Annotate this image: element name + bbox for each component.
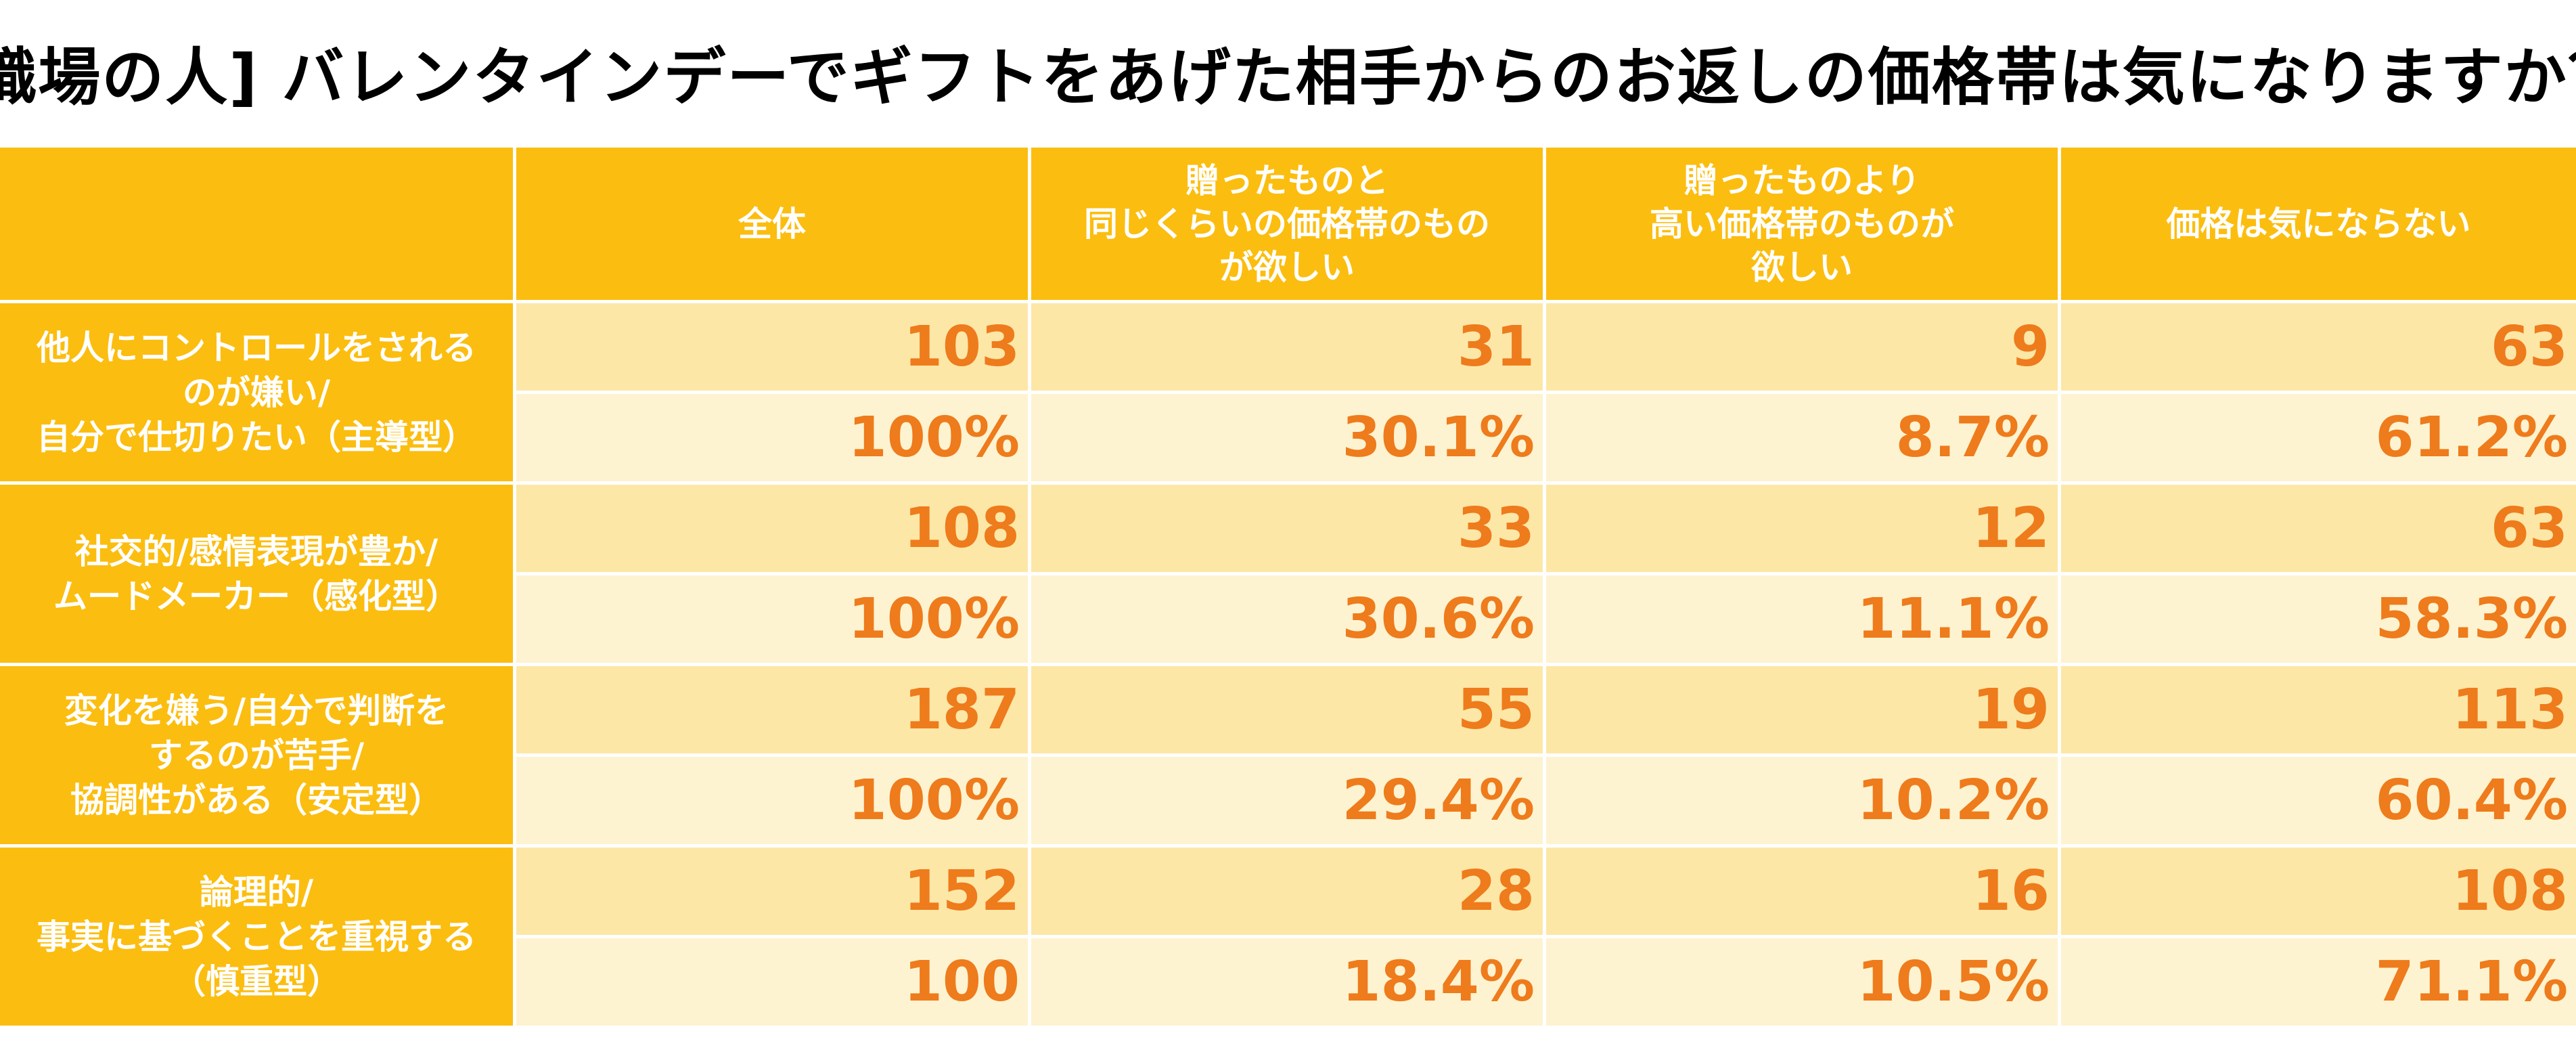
row-category-label: 論理的/ 事実に基づくことを重視する （慎重型）	[0, 848, 516, 1029]
count-cell: 28	[1031, 848, 1546, 938]
percent-cell: 8.7%	[1546, 394, 2061, 485]
table-row-percent: 100% 30.6% 11.1% 58.3%	[0, 575, 2576, 666]
table-row-count: 社交的/感情表現が豊か/ ムードメーカー（感化型） 108 33 12 63	[0, 485, 2576, 666]
percent-cell: 100%	[516, 575, 1031, 666]
percent-cell: 100	[516, 938, 1031, 1029]
percent-cell: 30.6%	[1031, 575, 1546, 666]
data-table: 全体 贈ったものと 同じくらいの価格帯のもの が欲しい 贈ったものより 高い価格…	[0, 148, 2576, 1029]
percent-cell: 18.4%	[1031, 938, 1546, 1029]
corner-cell	[0, 148, 516, 303]
count-cell: 31	[1031, 303, 1546, 394]
row-category-label: 変化を嫌う/自分で判断を するのが苦手/ 協調性がある（安定型）	[0, 666, 516, 848]
percent-cell: 100%	[516, 394, 1031, 485]
count-cell: 55	[1031, 666, 1546, 757]
column-header-label: 全体	[738, 204, 806, 244]
chart-title: [職場の人] バレンタインデーでギフトをあげた相手からのお返しの価格帯は気になり…	[0, 41, 2576, 114]
row-category-label: 社交的/感情表現が豊か/ ムードメーカー（感化型）	[0, 485, 516, 666]
table-row-count: 論理的/ 事実に基づくことを重視する （慎重型） 152 28 16 108	[0, 848, 2576, 1029]
count-cell: 9	[1546, 303, 2061, 394]
percent-cell: 61.2%	[2061, 394, 2576, 485]
count-cell: 63	[2061, 485, 2576, 575]
table-row-count: 変化を嫌う/自分で判断を するのが苦手/ 協調性がある（安定型） 187 55 …	[0, 666, 2576, 848]
count-cell: 33	[1031, 485, 1546, 575]
table-row-percent: 100% 30.1% 8.7% 61.2%	[0, 394, 2576, 485]
column-header: 全体	[516, 148, 1031, 303]
percent-cell: 100%	[516, 757, 1031, 848]
column-header: 贈ったものより 高い価格帯のものが 欲しい	[1546, 148, 2061, 303]
count-cell: 63	[2061, 303, 2576, 394]
percent-cell: 10.2%	[1546, 757, 2061, 848]
table-row-percent: 100% 29.4% 10.2% 60.4%	[0, 757, 2576, 848]
column-header-label: 価格は気にならない	[2166, 204, 2471, 244]
percent-cell: 30.1%	[1031, 394, 1546, 485]
column-header: 価格は気にならない	[2061, 148, 2576, 303]
count-cell: 108	[2061, 848, 2576, 938]
count-cell: 113	[2061, 666, 2576, 757]
column-header-label: 贈ったものと 同じくらいの価格帯のもの が欲しい	[1084, 160, 1490, 287]
percent-cell: 29.4%	[1031, 757, 1546, 848]
percent-cell: 58.3%	[2061, 575, 2576, 666]
percent-cell: 71.1%	[2061, 938, 2576, 1029]
table-row-count: 他人にコントロールをされる のが嫌い/ 自分で仕切りたい（主導型） 103 31…	[0, 303, 2576, 485]
column-header-label: 贈ったものより 高い価格帯のものが 欲しい	[1650, 160, 1954, 287]
table-row-percent: 100 18.4% 10.5% 71.1%	[0, 938, 2576, 1029]
count-cell: 103	[516, 303, 1031, 394]
count-cell: 152	[516, 848, 1031, 938]
row-category-label: 他人にコントロールをされる のが嫌い/ 自分で仕切りたい（主導型）	[0, 303, 516, 485]
percent-cell: 11.1%	[1546, 575, 2061, 666]
count-cell: 187	[516, 666, 1031, 757]
count-cell: 19	[1546, 666, 2061, 757]
percent-cell: 60.4%	[2061, 757, 2576, 848]
percent-cell: 10.5%	[1546, 938, 2061, 1029]
count-cell: 16	[1546, 848, 2061, 938]
column-header: 贈ったものと 同じくらいの価格帯のもの が欲しい	[1031, 148, 1546, 303]
count-cell: 108	[516, 485, 1031, 575]
count-cell: 12	[1546, 485, 2061, 575]
header-row: 全体 贈ったものと 同じくらいの価格帯のもの が欲しい 贈ったものより 高い価格…	[0, 148, 2576, 303]
